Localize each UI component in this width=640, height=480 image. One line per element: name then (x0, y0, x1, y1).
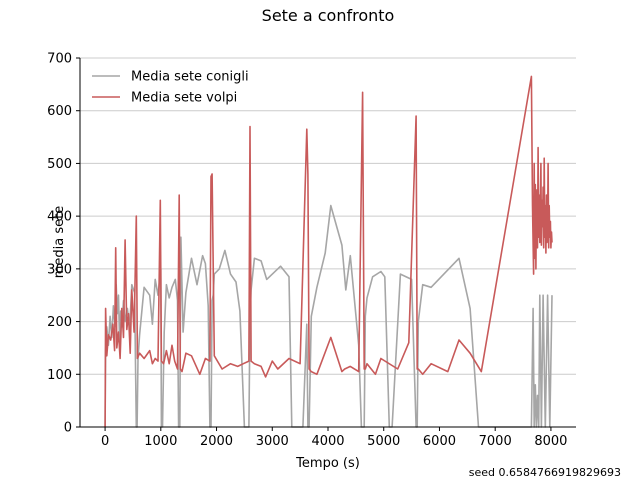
axes (79, 58, 576, 428)
series-lines (104, 75, 553, 428)
x-tick-label: 7000 (479, 434, 512, 449)
y-tick-label: 300 (47, 262, 72, 277)
y-tick-label: 0 (64, 421, 72, 436)
chart-title: Sete a confronto (262, 6, 395, 25)
x-tick-label: 6000 (423, 434, 456, 449)
series-line-1 (104, 204, 553, 428)
legend-label-1: Media sete conigli (131, 70, 249, 85)
x-tick-label: 5000 (367, 434, 400, 449)
y-tick-label: 100 (47, 368, 72, 383)
x-tick-label: 0 (101, 434, 109, 449)
x-axis-ticks: 0 1000 2000 3000 4000 5000 6000 7000 8000 (101, 427, 567, 449)
legend: Media sete conigli Media sete volpi (92, 70, 249, 106)
y-tick-label: 500 (47, 157, 72, 172)
gridlines (80, 57, 576, 375)
y-tick-label: 600 (47, 104, 72, 119)
series-line-2 (104, 75, 553, 428)
y-axis-ticks: 0 100 200 300 400 500 600 700 (47, 52, 80, 436)
x-tick-label: 2000 (200, 434, 233, 449)
y-tick-label: 200 (47, 315, 72, 330)
legend-label-2: Media sete volpi (131, 91, 237, 106)
x-axis-title: Tempo (s) (295, 456, 360, 471)
y-tick-label: 400 (47, 210, 72, 225)
x-tick-label: 3000 (256, 434, 289, 449)
x-tick-label: 4000 (311, 434, 344, 449)
x-tick-label: 8000 (534, 434, 567, 449)
y-tick-label: 700 (47, 52, 72, 67)
seed-footnote: seed 0.6584766919829693 (468, 466, 621, 479)
x-tick-label: 1000 (144, 434, 177, 449)
y-axis-title: media sete (52, 206, 67, 279)
